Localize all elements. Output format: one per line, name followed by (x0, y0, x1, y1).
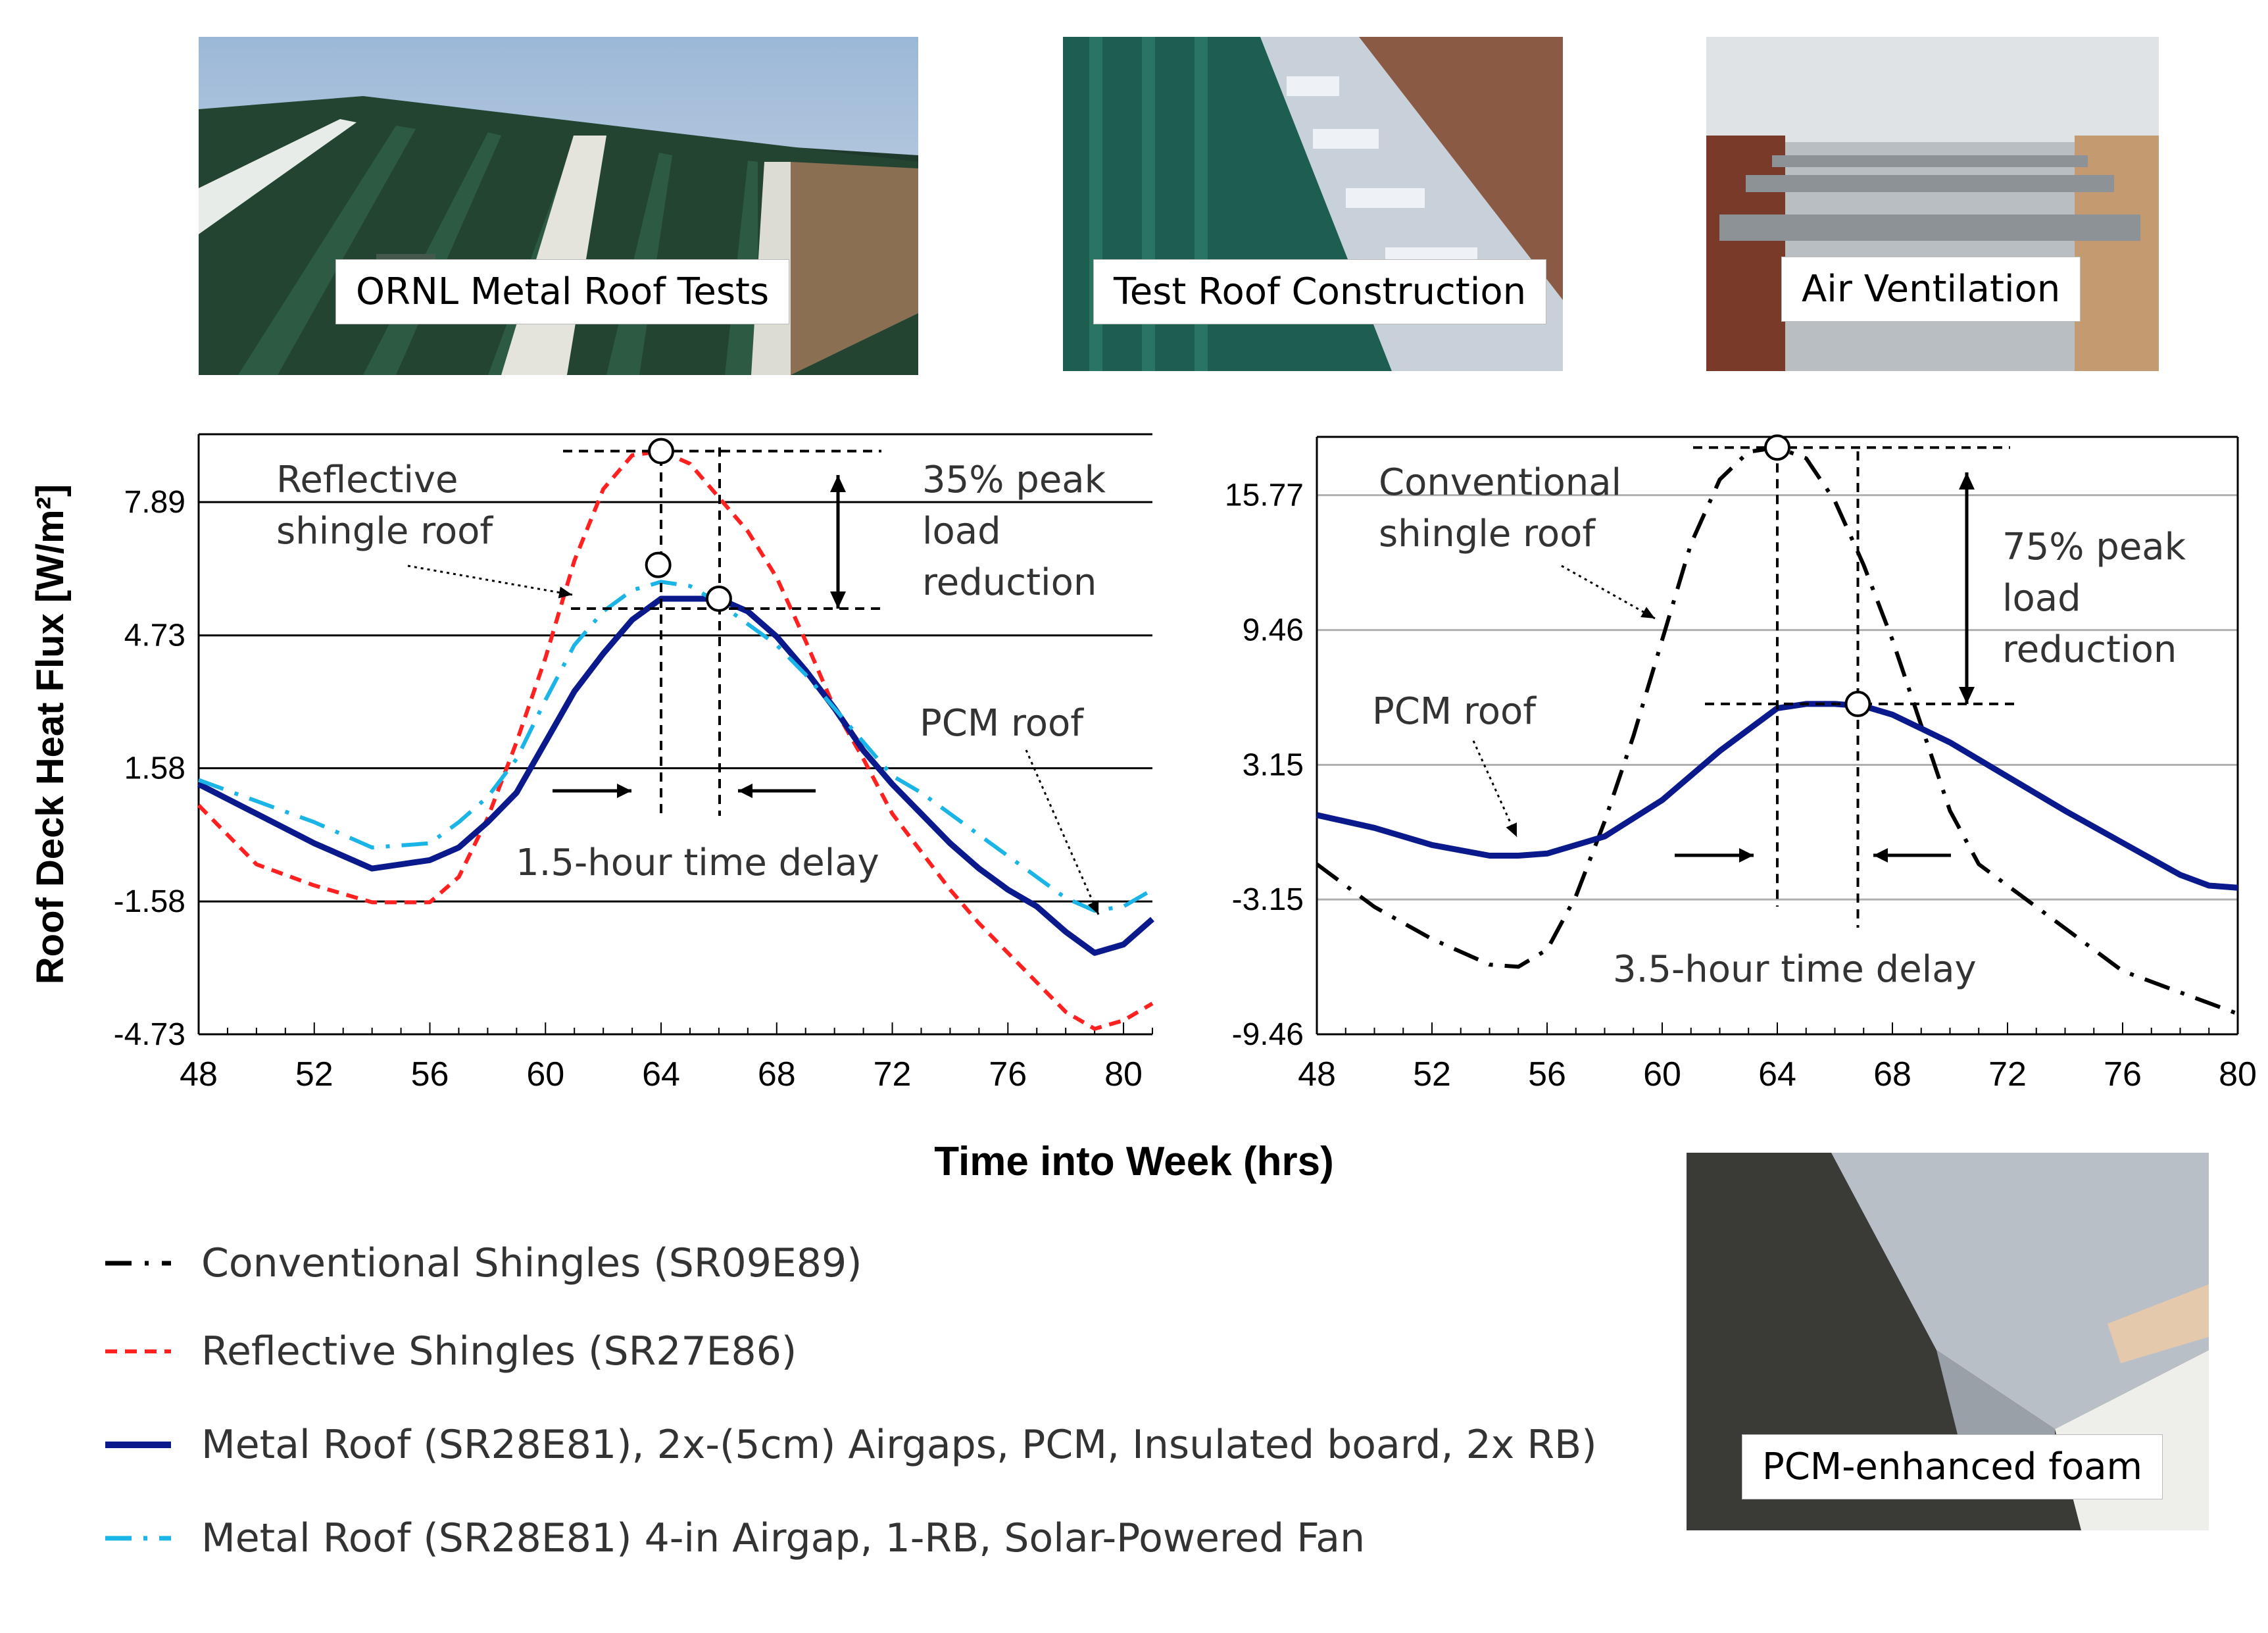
callout-pointer (407, 565, 573, 596)
x-tick-label: 76 (2104, 1055, 2142, 1093)
y-tick-label: 7.89 (124, 485, 185, 520)
x-tick-label: 52 (295, 1055, 333, 1093)
series-line (197, 595, 1154, 956)
peak-marker (645, 551, 672, 578)
x-tick-label: 56 (411, 1055, 449, 1093)
peak-marker (1764, 434, 1790, 461)
peak-marker (648, 438, 675, 465)
photo-pcm-enhanced-foam: PCM-enhanced foam (1687, 1153, 2209, 1530)
x-tick-label: 48 (180, 1055, 218, 1093)
y-tick-label: 9.46 (1243, 613, 1304, 648)
y-tick-label: 3.15 (1243, 747, 1304, 782)
arrow-head (1873, 848, 1888, 863)
arrow-head (738, 784, 752, 798)
legend-swatch (105, 1442, 171, 1448)
photo-caption: ORNL Metal Roof Tests (335, 259, 790, 324)
legend-label: Conventional Shingles (SR09E89) (201, 1240, 862, 1286)
arrow-head (830, 475, 846, 492)
annotation-pcm-roof: PCM roof (920, 702, 1084, 745)
annotation-peak-reduction: reduction (2002, 628, 2177, 671)
callout-head (1087, 900, 1099, 915)
series-line (197, 580, 1154, 913)
annotation-peak-reduction: reduction (922, 561, 1097, 604)
y-tick-label: -3.15 (1232, 882, 1304, 917)
x-tick-label: 56 (1528, 1055, 1566, 1093)
x-tick-label: 64 (642, 1055, 680, 1093)
callout-head (1640, 607, 1655, 618)
annotation-reflective-shingle: shingle roof (276, 510, 493, 553)
arrow-head (1959, 687, 1975, 704)
x-tick-label: 72 (1988, 1055, 2027, 1093)
x-tick-label: 68 (1873, 1055, 1911, 1093)
annotation-conventional-shingle: shingle roof (1379, 513, 1596, 555)
peak-marker (1844, 690, 1871, 717)
legend-label: Reflective Shingles (SR27E86) (201, 1328, 797, 1374)
annotation-time-delay: 1.5-hour time delay (516, 842, 879, 884)
arrow-head (617, 784, 631, 798)
series-line (1316, 445, 2239, 1016)
photo-caption: Test Roof Construction (1093, 259, 1547, 324)
y-tick-label: 4.73 (124, 618, 185, 653)
annotation-pcm-roof: PCM roof (1372, 690, 1537, 733)
callout-head (1506, 822, 1517, 837)
y-tick-label: -9.46 (1232, 1017, 1304, 1052)
arrow-head (1739, 848, 1754, 863)
y-tick-label: -4.73 (114, 1017, 185, 1052)
x-tick-label: 64 (1758, 1055, 1796, 1093)
x-tick-label: 60 (1643, 1055, 1681, 1093)
x-tick-label: 60 (526, 1055, 564, 1093)
annotation-peak-reduction: 75% peak (2002, 526, 2186, 568)
annotation-conventional-shingle: Conventional (1379, 461, 1621, 504)
legend-item: Metal Roof (SR28E81) 4-in Airgap, 1-RB, … (99, 1505, 1365, 1571)
callout-head (558, 586, 572, 599)
legend-label: Metal Roof (SR28E81), 2x-(5cm) Airgaps, … (201, 1422, 1597, 1468)
x-tick-label: 52 (1413, 1055, 1451, 1093)
photo-caption: PCM-enhanced foam (1742, 1434, 2163, 1499)
x-axis-label: Time into Week (hrs) (934, 1139, 1334, 1184)
legend-label: Metal Roof (SR28E81) 4-in Airgap, 1-RB, … (201, 1515, 1366, 1561)
y-tick-label: 1.58 (124, 751, 185, 786)
y-tick-label: -1.58 (114, 884, 185, 919)
annotation-peak-reduction: load (922, 510, 1001, 553)
photo-metal-roof-tests: ORNL Metal Roof Tests (199, 37, 918, 375)
annotation-reflective-shingle: Reflective (276, 459, 458, 501)
x-tick-label: 80 (2219, 1055, 2257, 1093)
photo-air-ventilation: Air Ventilation (1706, 37, 2159, 371)
callout-pointer (1561, 565, 1656, 620)
series-line (1316, 701, 2238, 891)
x-tick-label: 76 (989, 1055, 1027, 1093)
x-tick-label: 48 (1298, 1055, 1336, 1093)
annotation-peak-reduction: 35% peak (922, 459, 1106, 501)
legend-item: Conventional Shingles (SR09E89) (99, 1230, 862, 1296)
arrow-head (830, 591, 846, 609)
arrow-head (1959, 472, 1975, 490)
y-axis-label: Roof Deck Heat Flux [W/m²] (29, 484, 72, 985)
legend-item: Reflective Shingles (SR27E86) (99, 1319, 797, 1384)
x-tick-label: 68 (758, 1055, 796, 1093)
legend-swatch (105, 1536, 171, 1541)
annotation-time-delay: 3.5-hour time delay (1613, 948, 1977, 991)
peak-marker (705, 585, 732, 612)
photo-caption: Air Ventilation (1781, 257, 2081, 322)
x-tick-label: 72 (874, 1055, 912, 1093)
legend-item: Metal Roof (SR28E81), 2x-(5cm) Airgaps, … (99, 1412, 1597, 1478)
y-tick-label: 15.77 (1225, 478, 1304, 513)
callout-pointer (1472, 740, 1518, 838)
legend-swatch (105, 1261, 171, 1266)
annotation-peak-reduction: load (2002, 577, 2081, 620)
x-tick-label: 80 (1104, 1055, 1143, 1093)
callout-pointer (1025, 749, 1100, 915)
photo-test-roof-construction: Test Roof Construction (1063, 37, 1563, 371)
legend-swatch (105, 1349, 171, 1353)
